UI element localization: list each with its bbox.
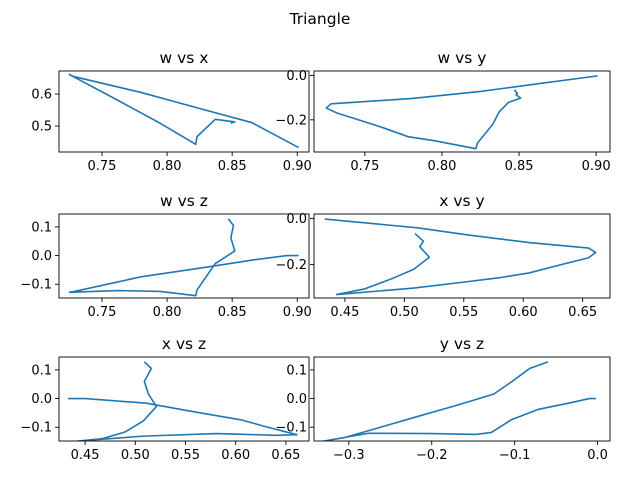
axes-frame <box>313 213 611 299</box>
axes-frame <box>58 70 310 153</box>
figure-suptitle: Triangle <box>289 10 351 28</box>
x-tick-label: −0.3 <box>333 448 365 463</box>
chart-title: y vs z <box>440 335 484 353</box>
axes-frame <box>58 213 310 299</box>
series-line-1 <box>323 361 596 441</box>
chart-title: w vs z <box>160 192 208 210</box>
x-tick-label: 0.45 <box>71 448 100 463</box>
x-tick-label: 0.80 <box>153 159 182 174</box>
y-tick-label: 0.0 <box>286 212 307 227</box>
y-tick-label: 0.0 <box>31 249 52 264</box>
x-tick-label: 0.90 <box>283 305 312 320</box>
chart-title: x vs y <box>439 192 484 210</box>
chart-title: w vs x <box>160 49 209 67</box>
x-tick-label: 0.80 <box>153 305 182 320</box>
x-tick-label: 0.85 <box>218 305 247 320</box>
x-tick-label: 0.85 <box>218 159 247 174</box>
x-tick-label: 0.85 <box>505 159 534 174</box>
y-tick-label: −0.2 <box>275 113 307 128</box>
y-tick-label: 0.1 <box>31 220 52 235</box>
y-tick-label: −0.1 <box>20 278 52 293</box>
x-tick-label: 0.0 <box>587 448 608 463</box>
axes-frame <box>313 70 611 153</box>
y-tick-label: −0.1 <box>275 421 307 436</box>
x-tick-label: 0.60 <box>221 448 250 463</box>
x-tick-label: 0.90 <box>582 159 611 174</box>
y-tick-label: −0.2 <box>275 258 307 273</box>
y-tick-label: 0.6 <box>31 88 52 103</box>
x-tick-label: 0.50 <box>390 305 419 320</box>
x-tick-label: 0.90 <box>283 159 312 174</box>
x-tick-label: 0.75 <box>87 159 116 174</box>
y-tick-label: 0.1 <box>286 363 307 378</box>
y-tick-label: 0.1 <box>31 363 52 378</box>
y-tick-label: 0.5 <box>31 120 52 135</box>
series-line-1 <box>68 73 299 149</box>
x-tick-label: 0.80 <box>427 159 456 174</box>
x-tick-label: 0.45 <box>330 305 359 320</box>
y-tick-label: 0.0 <box>286 392 307 407</box>
chart-title: x vs z <box>162 335 206 353</box>
chart-panel-1: w vs x 0.75 0.80 0.85 0.90 0.5 0.6 <box>31 49 311 174</box>
x-tick-label: 0.65 <box>568 305 597 320</box>
series-line-1 <box>68 361 298 441</box>
x-tick-label: −0.1 <box>499 448 531 463</box>
y-tick-label: 0.0 <box>31 392 52 407</box>
y-tick-label: −0.1 <box>20 421 52 436</box>
x-tick-label: 0.55 <box>171 448 200 463</box>
chart-panel-2: w vs y 0.75 0.80 0.85 0.90 −0.2 0.0 <box>275 49 610 174</box>
x-tick-label: 0.75 <box>87 305 116 320</box>
chart-panel-6: y vs z −0.3 −0.2 −0.1 0.0 −0.1 0.0 0.1 <box>275 335 611 463</box>
x-tick-label: 0.60 <box>509 305 538 320</box>
axes-frame <box>313 356 611 442</box>
series-line-1 <box>325 75 598 150</box>
x-tick-label: 0.65 <box>271 448 300 463</box>
x-tick-label: −0.2 <box>416 448 448 463</box>
chart-panel-3: w vs z 0.75 0.80 0.85 0.90 −0.1 0.0 0.1 <box>20 192 311 320</box>
chart-title: w vs y <box>438 49 487 67</box>
series-line-1 <box>68 218 299 297</box>
chart-panel-5: x vs z 0.45 0.50 0.55 0.60 0.65 −0.1 0.0 0.1 <box>20 335 310 463</box>
chart-panel-4: x vs y 0.45 0.50 0.55 0.60 0.65 −0.2 0.0 <box>275 192 611 320</box>
x-tick-label: 0.50 <box>121 448 150 463</box>
x-tick-label: 0.75 <box>350 159 379 174</box>
y-tick-label: 0.0 <box>286 69 307 84</box>
series-line-1 <box>324 218 597 296</box>
x-tick-label: 0.55 <box>449 305 478 320</box>
